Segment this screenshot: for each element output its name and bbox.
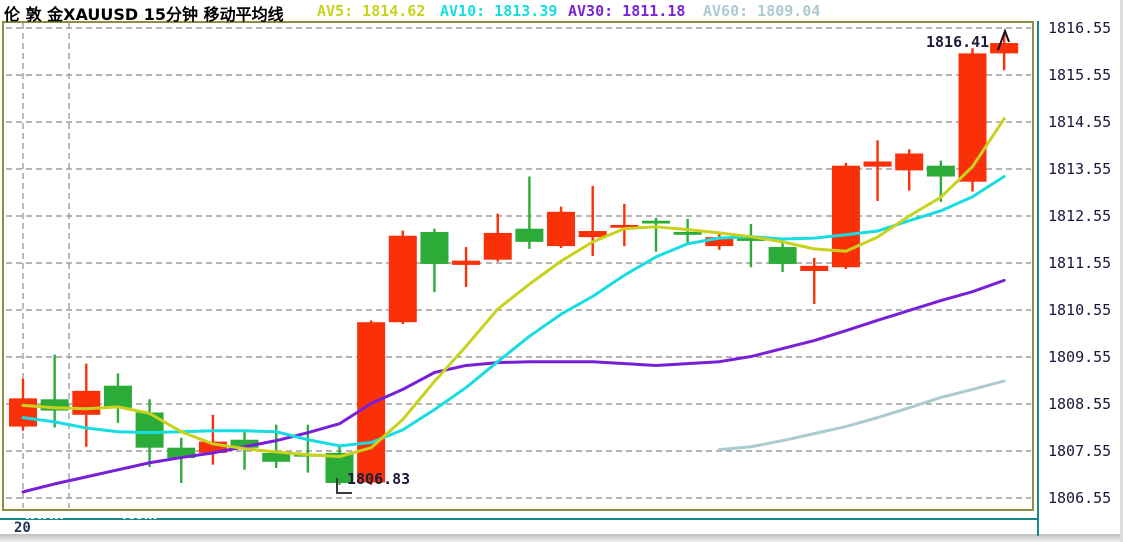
candle-body — [515, 228, 544, 242]
price-tick-label: 1812.55 — [1048, 207, 1112, 225]
candle-body — [578, 231, 607, 238]
candle-body — [420, 231, 449, 264]
price-tick-label: 1811.55 — [1048, 254, 1112, 272]
low-bracket-mark — [336, 478, 352, 494]
price-tick-label: 1810.55 — [1048, 301, 1112, 319]
ma-line-av60 — [717, 379, 1006, 452]
ma-line-av10 — [21, 175, 1006, 448]
candle-body — [768, 247, 797, 264]
chart-title: 伦 敦 金XAUUSD 15分钟 移动平均线 — [4, 5, 284, 24]
candle-body — [103, 385, 132, 408]
candle-body — [610, 224, 639, 228]
high-pointer-mark — [997, 28, 1010, 51]
ma-line-av5 — [21, 117, 1006, 459]
price-axis: 1816.55 1815.55 1814.55 1813.55 1812.55 1811.… — [1048, 0, 1120, 536]
chart-header: 伦 敦 金XAUUSD 15分钟 移动平均线 AV5: 1814.62 AV10:… — [0, 0, 1040, 24]
price-tick-label: 1808.55 — [1048, 395, 1112, 413]
candle-body — [167, 447, 196, 459]
window-bottom-edge — [0, 534, 1123, 542]
candle-body — [452, 260, 481, 265]
price-tick-label: 1806.55 — [1048, 489, 1112, 507]
price-tick-label: 1807.55 — [1048, 442, 1112, 460]
candle-body — [673, 231, 702, 235]
axis-divider-line — [1037, 0, 1039, 536]
price-tick-label: 1813.55 — [1048, 160, 1112, 178]
watermark-suffix: .com — [122, 508, 158, 523]
watermark-prefix: www. — [24, 508, 65, 523]
candle-body — [230, 439, 259, 448]
candle-body — [926, 165, 955, 177]
bottom-divider-line — [0, 518, 1039, 520]
candle-body — [705, 237, 734, 247]
candle-body — [895, 153, 924, 171]
candle-body — [990, 43, 1019, 54]
candle-body — [9, 398, 37, 427]
watermark: www. .com — [24, 508, 158, 523]
candle-body — [958, 53, 987, 182]
candle-body — [262, 452, 291, 462]
ma-legend-av60: AV60: 1809.04 — [703, 2, 821, 20]
time-axis-label: 20 — [14, 520, 31, 536]
candle-body — [800, 265, 829, 271]
price-tick-label: 1815.55 — [1048, 66, 1112, 84]
high-price-annotation: 1816.41 — [926, 33, 990, 51]
candle-body — [198, 441, 227, 453]
ma-legend-av30: AV30: 1811.18 — [568, 2, 686, 20]
candle-body — [642, 220, 670, 224]
ma-legend-av5: AV5: 1814.62 — [317, 2, 426, 20]
price-tick-label: 1814.55 — [1048, 113, 1112, 131]
low-price-annotation: 1806.83 — [347, 470, 411, 488]
candle-body — [40, 399, 69, 411]
window-right-edge — [1120, 0, 1123, 542]
price-tick-label: 1816.55 — [1048, 19, 1112, 37]
ma-line-av30 — [21, 278, 1006, 494]
candle-body — [72, 390, 101, 415]
candle-body — [863, 161, 892, 167]
candle-body — [736, 237, 765, 241]
candle-body — [483, 232, 512, 260]
plot-border — [2, 21, 1034, 511]
candle-body — [388, 235, 417, 323]
candle-body — [547, 211, 576, 247]
price-tick-label: 1809.55 — [1048, 348, 1112, 366]
ma-legend-av10: AV10: 1813.39 — [440, 2, 558, 20]
